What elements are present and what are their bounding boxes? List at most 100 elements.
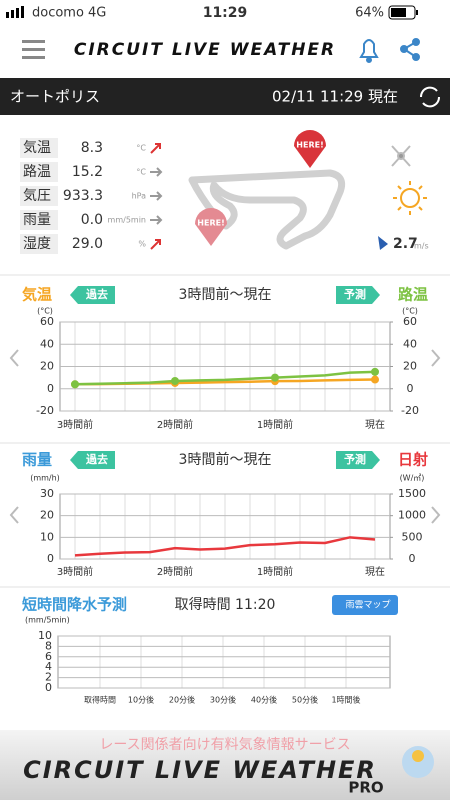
share-button[interactable]	[400, 38, 420, 61]
forecast-button[interactable]	[336, 286, 380, 304]
y-tick-label: 6	[45, 650, 52, 663]
trend-arrow	[150, 215, 163, 225]
compass	[391, 145, 411, 167]
weather-value: 15.2	[72, 164, 103, 180]
weather-unit: °C	[136, 144, 146, 153]
right-series-label: 路温	[398, 286, 428, 304]
x-tick-label: 2時間前	[157, 565, 193, 578]
y-unit: (°C)	[37, 307, 53, 316]
location-time: 02/11 11:29 現在	[272, 88, 398, 106]
y2-tick-label: 1500	[398, 487, 426, 500]
past-button[interactable]	[70, 451, 115, 469]
x-tick-label: 取得時間	[84, 695, 116, 705]
here-marker	[195, 208, 227, 246]
weather-value: 0.0	[81, 212, 103, 228]
weather-label: 気圧	[23, 188, 51, 204]
footer-banner	[0, 730, 450, 800]
trend-arrow	[150, 191, 163, 201]
sun-icon	[393, 181, 427, 215]
y2-tick-label: 20	[403, 360, 417, 373]
wind-speed: 2.7	[393, 236, 418, 252]
y-tick-label: 8	[45, 639, 52, 652]
y2-tick-label: 60	[403, 315, 417, 328]
wind-unit: m/s	[414, 242, 429, 251]
y2-tick-label: -20	[401, 404, 419, 417]
weather-label: 気温	[23, 140, 51, 156]
past-button[interactable]	[70, 286, 115, 304]
y-unit: (mm/h)	[30, 474, 60, 483]
left-series-label: 雨量	[22, 451, 52, 469]
y-tick-label: 0	[47, 382, 54, 395]
app-title: CIRCUIT LIVE WEATHER	[74, 40, 336, 60]
x-tick-label: 1時間前	[257, 565, 293, 578]
series-line	[74, 370, 376, 386]
label-box	[20, 210, 58, 230]
location-bar	[0, 78, 450, 115]
weather-value: 29.0	[72, 236, 103, 252]
x-tick-label: 現在	[365, 566, 385, 578]
series-dot	[271, 373, 279, 382]
bell-button[interactable]	[359, 39, 379, 63]
y-tick-label: 2	[45, 671, 52, 684]
weather-unit: %	[138, 240, 146, 249]
y2-tick-label: 0	[409, 552, 416, 565]
forecast-button[interactable]	[336, 451, 380, 469]
forecast-label: 予測	[344, 287, 366, 301]
series-line	[74, 536, 376, 557]
weather-unit: hPa	[132, 192, 147, 201]
series-dot	[371, 367, 379, 376]
series-dot	[71, 380, 79, 389]
footer-tagline: レース関係者向け有料気象情報サービス	[99, 737, 350, 753]
separators	[0, 274, 450, 588]
label-box	[20, 162, 58, 182]
y-tick-label: 10	[40, 530, 54, 543]
y2-unit: (°C)	[402, 307, 418, 316]
x-tick-label: 10分後	[128, 695, 154, 705]
x-tick-label: 1時間前	[257, 418, 293, 431]
refresh-button[interactable]	[419, 86, 441, 108]
circuit-map	[188, 169, 346, 250]
trend-arrow	[150, 143, 161, 154]
y-tick-label: 40	[40, 337, 54, 350]
carrier: docomo	[32, 6, 84, 21]
y2-tick-label: 1000	[398, 509, 426, 522]
x-tick-label: 50分後	[292, 695, 318, 705]
signal	[6, 6, 24, 18]
wind-arrow	[378, 236, 388, 250]
x-tick-label: 30分後	[210, 695, 236, 705]
y2-unit: (W/㎡)	[400, 474, 425, 483]
battery-level: 64%	[355, 6, 384, 21]
y-tick-label: 60	[40, 315, 54, 328]
rain-map-button[interactable]	[332, 595, 398, 615]
here-label: HERE!	[296, 141, 323, 150]
location-name: オートポリス	[10, 88, 100, 106]
weather-label: 路温	[23, 164, 51, 180]
y-tick-label: 20	[40, 509, 54, 522]
y-tick-label: 30	[40, 487, 54, 500]
network: 4G	[88, 6, 106, 21]
y-tick-label: 4	[45, 660, 52, 673]
series-dot	[371, 375, 379, 384]
nav-arrows[interactable]	[9, 349, 441, 524]
x-tick-label: 20分後	[169, 695, 195, 705]
chart-title: 3時間前〜現在	[179, 286, 272, 303]
fetch-time: 取得時間 11:20	[175, 596, 276, 613]
label-box	[20, 138, 58, 158]
chart-title: 短時間降水予測	[22, 596, 127, 614]
battery-icon	[388, 5, 418, 20]
footer-badge: PRO	[348, 779, 383, 797]
weather-value: 933.3	[63, 188, 103, 204]
label-box	[20, 186, 58, 206]
series-dot	[171, 376, 179, 385]
x-tick-label: 3時間前	[57, 565, 93, 578]
rain-map-label: 雨雲マップ	[345, 600, 390, 611]
left-series-label: 気温	[22, 286, 52, 304]
x-tick-label: 2時間前	[157, 418, 193, 431]
trend-arrow	[150, 239, 161, 250]
y-tick-label: 10	[38, 629, 52, 642]
menu-button[interactable]	[22, 40, 45, 59]
chart-title: 3時間前〜現在	[179, 451, 272, 468]
past-label: 過去	[85, 287, 108, 301]
